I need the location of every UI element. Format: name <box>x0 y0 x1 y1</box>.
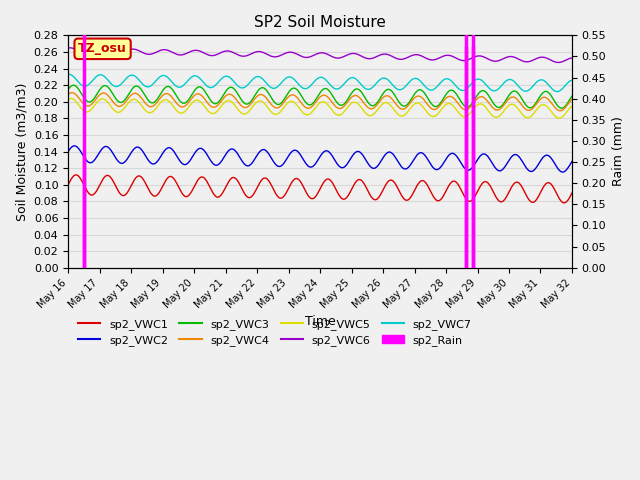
sp2_VWC6 <box>124 47 132 53</box>
sp2_VWC5 <box>67 96 75 101</box>
Line: sp2_VWC4: sp2_VWC4 <box>68 93 572 111</box>
sp2_VWC1 <box>260 175 268 181</box>
sp2_VWC1 <box>401 196 408 202</box>
sp2_VWC5 <box>568 103 576 109</box>
Line: sp2_VWC6: sp2_VWC6 <box>68 48 572 62</box>
sp2_VWC2 <box>217 159 225 165</box>
Legend: sp2_VWC1, sp2_VWC2, sp2_VWC3, sp2_VWC4, sp2_VWC5, sp2_VWC6, sp2_VWC7, sp2_Rain: sp2_VWC1, sp2_VWC2, sp2_VWC3, sp2_VWC4, … <box>74 314 476 350</box>
sp2_VWC4 <box>124 96 132 102</box>
sp2_VWC6 <box>554 60 562 65</box>
sp2_VWC7 <box>217 77 225 83</box>
sp2_VWC2 <box>401 166 408 172</box>
Line: sp2_VWC1: sp2_VWC1 <box>68 175 572 203</box>
sp2_VWC1 <box>217 193 225 199</box>
sp2_VWC7 <box>372 81 380 86</box>
sp2_VWC4 <box>568 96 576 102</box>
sp2_VWC5 <box>124 101 132 107</box>
sp2_VWC7 <box>260 78 268 84</box>
sp2_VWC6 <box>242 53 250 59</box>
sp2_VWC7 <box>401 84 408 90</box>
sp2_VWC4 <box>217 99 225 105</box>
sp2_VWC4 <box>260 93 268 99</box>
sp2_VWC6 <box>64 45 72 51</box>
sp2_VWC7 <box>553 89 561 95</box>
sp2_VWC6 <box>260 50 268 56</box>
sp2_VWC3 <box>401 103 408 109</box>
sp2_VWC3 <box>568 93 576 99</box>
sp2_VWC2 <box>71 143 79 149</box>
sp2_VWC3 <box>242 101 250 107</box>
sp2_VWC4 <box>242 105 250 110</box>
sp2_VWC2 <box>568 158 576 164</box>
sp2_VWC5 <box>555 115 563 121</box>
Y-axis label: Soil Moisture (m3/m3): Soil Moisture (m3/m3) <box>15 83 28 221</box>
Bar <box>472 48 474 268</box>
sp2_VWC4 <box>401 106 408 112</box>
Bar <box>465 48 467 268</box>
sp2_VWC3 <box>70 82 77 88</box>
sp2_VWC7 <box>568 77 576 83</box>
sp2_VWC6 <box>568 55 576 61</box>
sp2_VWC5 <box>64 96 72 102</box>
sp2_VWC6 <box>401 56 408 61</box>
Line: sp2_VWC7: sp2_VWC7 <box>68 74 572 92</box>
sp2_VWC3 <box>557 105 565 111</box>
Title: SP2 Soil Moisture: SP2 Soil Moisture <box>254 15 386 30</box>
sp2_VWC5 <box>242 111 250 117</box>
sp2_VWC4 <box>68 90 76 96</box>
sp2_VWC2 <box>64 149 72 155</box>
sp2_VWC1 <box>64 182 72 188</box>
sp2_VWC3 <box>64 86 72 92</box>
sp2_VWC5 <box>260 101 268 107</box>
sp2_VWC2 <box>372 165 380 170</box>
sp2_VWC1 <box>560 200 568 206</box>
sp2_VWC6 <box>67 45 74 51</box>
Line: sp2_VWC5: sp2_VWC5 <box>68 98 572 118</box>
Line: sp2_VWC2: sp2_VWC2 <box>68 146 572 172</box>
sp2_VWC6 <box>372 54 380 60</box>
Text: TZ_osu: TZ_osu <box>78 42 127 55</box>
sp2_VWC7 <box>64 72 72 77</box>
Line: sp2_VWC3: sp2_VWC3 <box>68 85 572 108</box>
sp2_VWC1 <box>124 189 132 194</box>
sp2_VWC1 <box>242 192 250 198</box>
sp2_VWC7 <box>242 84 250 90</box>
sp2_VWC4 <box>372 103 380 108</box>
sp2_VWC4 <box>556 108 564 114</box>
sp2_VWC6 <box>217 50 225 56</box>
Bar <box>83 158 85 268</box>
sp2_VWC1 <box>372 197 380 203</box>
sp2_VWC4 <box>64 92 72 97</box>
sp2_VWC2 <box>260 147 268 153</box>
sp2_VWC2 <box>124 155 132 161</box>
sp2_VWC1 <box>72 172 80 178</box>
sp2_VWC3 <box>217 96 225 102</box>
sp2_VWC3 <box>260 85 268 91</box>
X-axis label: Time: Time <box>305 315 335 328</box>
sp2_VWC2 <box>242 162 250 168</box>
sp2_VWC1 <box>568 190 576 196</box>
sp2_VWC3 <box>372 101 380 107</box>
sp2_VWC5 <box>217 104 225 110</box>
Y-axis label: Raim (mm): Raim (mm) <box>612 117 625 186</box>
sp2_VWC3 <box>124 93 132 98</box>
sp2_VWC7 <box>124 74 132 80</box>
sp2_VWC7 <box>65 72 73 77</box>
sp2_VWC5 <box>401 112 408 118</box>
sp2_VWC2 <box>559 169 566 175</box>
sp2_VWC5 <box>372 108 380 114</box>
